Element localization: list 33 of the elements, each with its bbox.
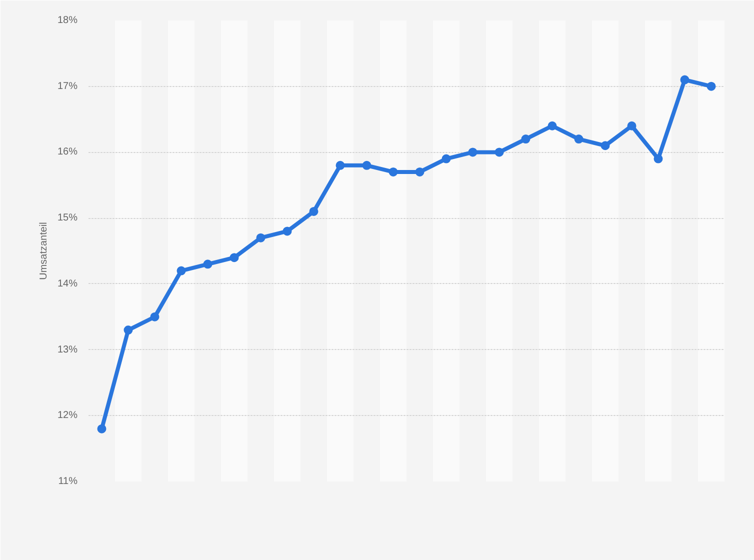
point [706,82,716,91]
y-tick-label: 14% [57,278,78,290]
point [600,141,610,150]
point [203,260,212,269]
point [574,134,584,144]
point [230,253,239,262]
point [150,312,160,322]
point [415,167,424,176]
point [521,134,530,144]
point [97,424,106,434]
point [256,233,266,242]
y-tick-label: 15% [57,212,78,224]
point [468,148,478,157]
y-tick-label: 17% [57,80,78,92]
point [388,167,398,176]
point [442,154,451,164]
y-tick-label: 18% [57,15,78,26]
point [176,266,186,276]
point [548,121,557,130]
point [627,121,636,130]
y-axis-title: Umsatzanteil [38,222,50,280]
point [494,148,504,157]
y-tick-label: 16% [57,146,78,158]
point [654,154,663,164]
point [336,160,345,170]
y-tick-label: 11% [58,476,78,487]
point [680,75,690,84]
y-tick-label: 13% [57,344,78,356]
point [309,206,318,216]
point [362,160,372,170]
y-tick-label: 12% [57,410,78,422]
point [282,226,292,236]
point [124,326,133,335]
